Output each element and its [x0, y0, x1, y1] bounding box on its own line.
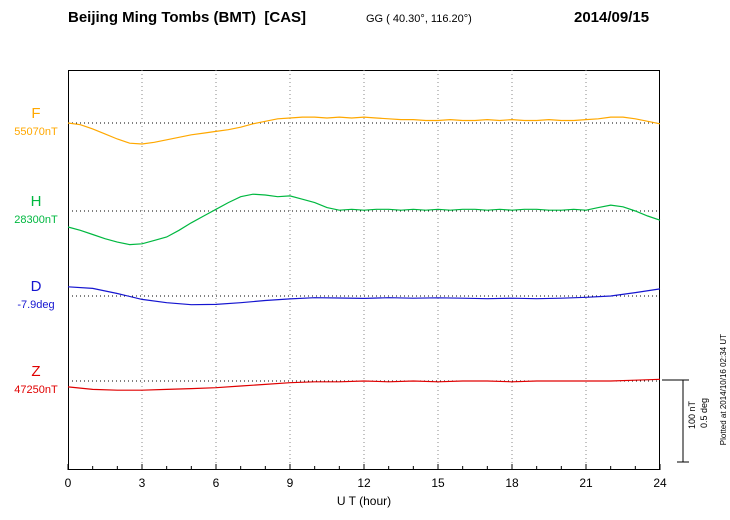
x-tick-label: 3 [139, 476, 146, 490]
component-label-h: H 28300nT [6, 193, 66, 226]
component-letter-h: H [30, 193, 42, 210]
component-baseline-f: 55070nT [14, 125, 58, 138]
x-tick-label: 15 [431, 476, 445, 490]
plotted-at-note: Plotted at 2014/10/16 02:34 UT [719, 334, 728, 446]
plot-date: 2014/09/15 [574, 9, 650, 26]
plot-area [68, 70, 660, 470]
x-tick-label: 18 [505, 476, 519, 490]
component-label-d: D -7.9deg [6, 278, 66, 311]
component-baseline-z: 47250nT [14, 383, 58, 396]
component-label-z: Z 47250nT [6, 363, 66, 396]
component-baseline-d: -7.9deg [17, 298, 55, 311]
gg-coordinates: GG ( 40.30°, 116.20°) [366, 13, 472, 25]
x-tick-label: 0 [65, 476, 72, 490]
component-letter-d: D [30, 278, 42, 295]
component-baseline-h: 28300nT [14, 213, 58, 226]
x-tick-label: 9 [287, 476, 294, 490]
x-tick-label: 21 [579, 476, 593, 490]
component-label-f: F 55070nT [6, 105, 66, 138]
x-tick-label: 24 [653, 476, 667, 490]
component-letter-f: F [31, 105, 41, 122]
x-tick-label: 6 [213, 476, 220, 490]
x-tick-label: 12 [357, 476, 371, 490]
station-title: Beijing Ming Tombs (BMT) [CAS] [68, 9, 307, 26]
x-axis-label: U T (hour) [336, 494, 392, 508]
scale-label-deg: 0.5 deg [699, 398, 709, 429]
component-letter-z: Z [31, 363, 41, 380]
scale-label-nt: 100 nT [687, 401, 697, 430]
